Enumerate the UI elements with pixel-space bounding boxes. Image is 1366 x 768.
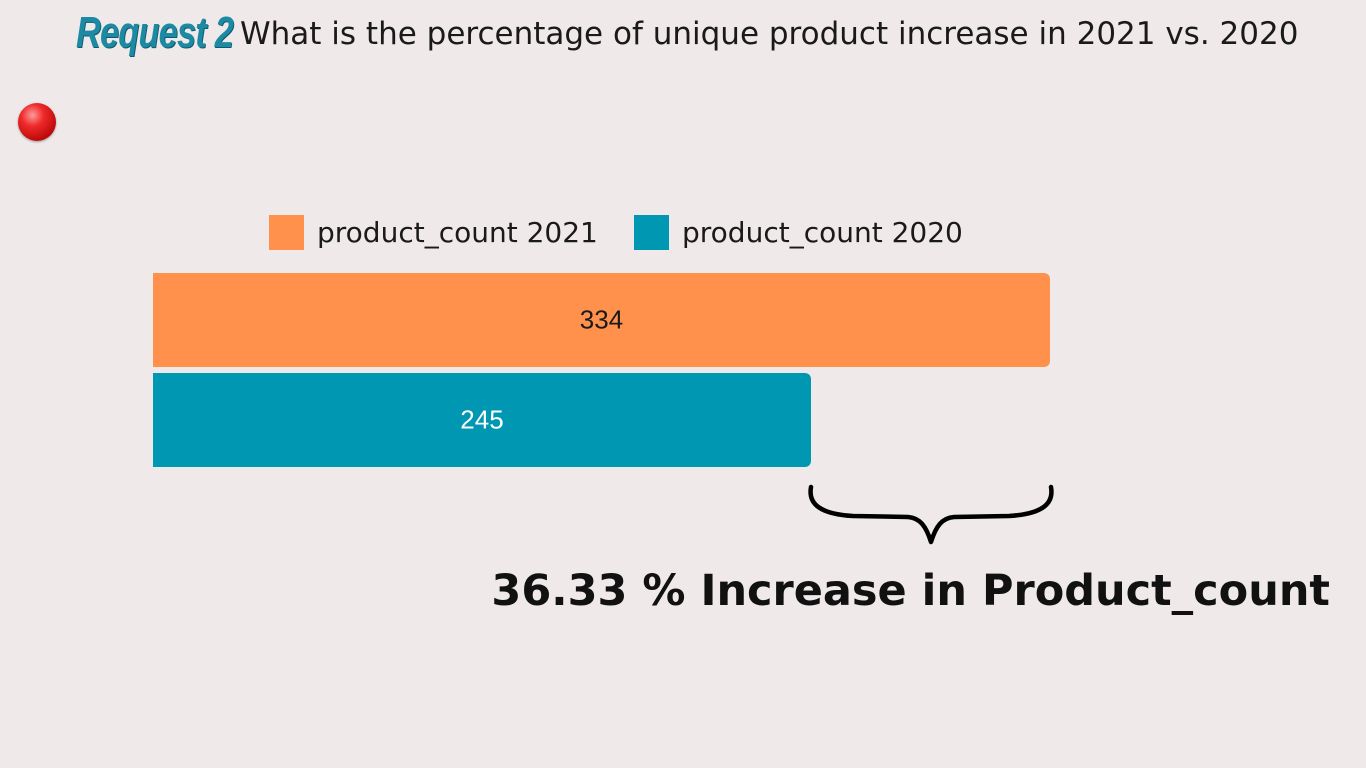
increase-annotation: 36.33 % Increase in Product_count — [491, 566, 1330, 616]
curly-brace-icon — [808, 484, 1054, 545]
red-dot-icon — [18, 103, 56, 141]
legend-swatch-2021 — [269, 214, 304, 250]
chart-legend: product_count 2021 product_count 2020 — [0, 212, 1366, 252]
request-title: Request 2 — [76, 8, 234, 57]
bar-value-label: 245 — [460, 404, 504, 435]
legend-label-2021: product_count 2021 — [317, 215, 598, 249]
question-text: What is the percentage of unique product… — [240, 16, 1299, 52]
bar-product-count-2020 — [153, 373, 811, 467]
legend-swatch-2020 — [634, 214, 669, 250]
bar-value-label: 334 — [579, 304, 624, 335]
legend-label-2020: product_count 2020 — [682, 215, 963, 249]
bar-product-count-2021 — [153, 273, 1050, 367]
legend-item-2021: product_count 2021 — [269, 212, 598, 252]
legend-item-2020: product_count 2020 — [634, 212, 963, 252]
